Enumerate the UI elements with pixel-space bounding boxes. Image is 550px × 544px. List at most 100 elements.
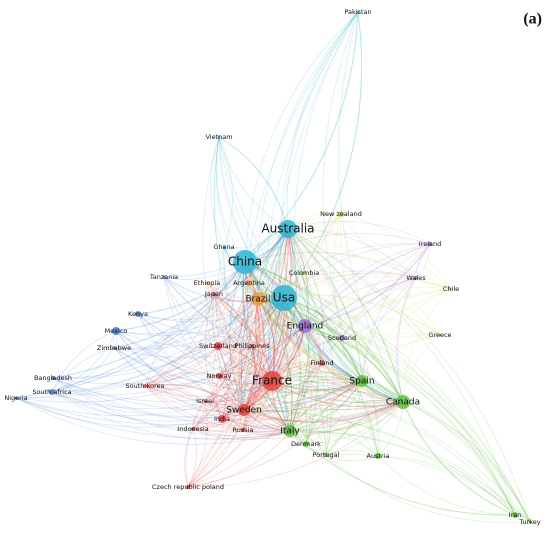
edge [289,430,516,516]
edge [113,347,273,385]
edge [251,345,363,382]
edge [221,228,289,420]
edge [163,276,306,327]
edge [271,243,431,382]
edge [187,298,259,488]
edge [206,282,363,382]
edge [115,325,306,348]
edge [285,325,306,432]
edge [243,277,417,411]
edge [304,325,404,403]
edge [303,272,404,403]
node [356,375,368,387]
edge [341,277,417,339]
edge [192,380,363,431]
edge [187,362,323,488]
edge [15,380,273,417]
edge [113,347,363,393]
edge [144,380,363,406]
edge [287,220,431,245]
node [375,453,381,459]
edge [213,293,273,382]
edge [271,380,379,457]
edge [244,261,404,403]
edge [218,345,253,377]
edge [289,362,323,432]
edge [243,272,305,411]
edge [271,228,297,382]
edge [192,261,247,430]
edge [304,286,452,327]
edge [242,261,273,382]
node [205,281,209,285]
edge [163,276,404,403]
edge [289,243,431,432]
edge [243,337,343,411]
edge [304,325,404,403]
edge [270,272,305,382]
edge [257,298,323,364]
node-label: Indonesia [177,425,208,433]
edge [144,385,245,412]
edge [202,136,245,411]
edge [213,293,273,382]
edge [163,276,291,432]
node [262,371,282,391]
edge [137,313,363,383]
node-label: Chile [443,285,459,293]
edge [137,261,246,315]
edge [287,228,320,445]
edge [115,330,245,411]
node-label: Italy [280,427,300,437]
edge [304,325,331,456]
edge [115,297,285,336]
edge [144,345,219,387]
node-label: Philippines [234,342,270,350]
node-label: Russia [233,426,254,434]
edge [283,297,531,523]
edge [204,325,306,402]
edge [244,261,379,457]
edge [187,380,273,488]
edge [287,228,404,403]
node-label: Greece [428,331,451,339]
edge [271,332,441,382]
edge [115,330,273,382]
edge [244,261,404,403]
edge [163,276,259,301]
nodes: Pakistan Vietnam Australia New zealand Irela… [4,8,540,526]
node [251,292,265,306]
edge [244,233,431,263]
edge [51,325,306,396]
edge [218,375,363,394]
node-label: Bangladesh [34,374,72,382]
edge [52,377,291,436]
edge [243,409,531,523]
edge [289,430,516,516]
edge [242,345,257,431]
edge [238,298,259,411]
node [428,242,432,246]
edge [244,261,516,516]
edge [238,345,253,431]
edge [244,251,417,279]
edge [304,325,363,382]
edge [340,213,404,403]
edge [402,334,441,403]
edge [243,409,516,516]
panel-label: (a) [523,11,542,28]
edge [163,228,289,278]
edge [305,380,363,445]
edge [289,380,363,432]
edge [192,362,323,430]
edge [113,297,285,350]
node-label: Iran [509,511,522,519]
edge [217,345,245,411]
edge [271,380,404,408]
edge [325,401,404,456]
node-label: Canada [386,398,420,408]
edge [192,400,206,430]
edge [192,228,289,430]
node [338,211,344,217]
edge [51,297,285,393]
